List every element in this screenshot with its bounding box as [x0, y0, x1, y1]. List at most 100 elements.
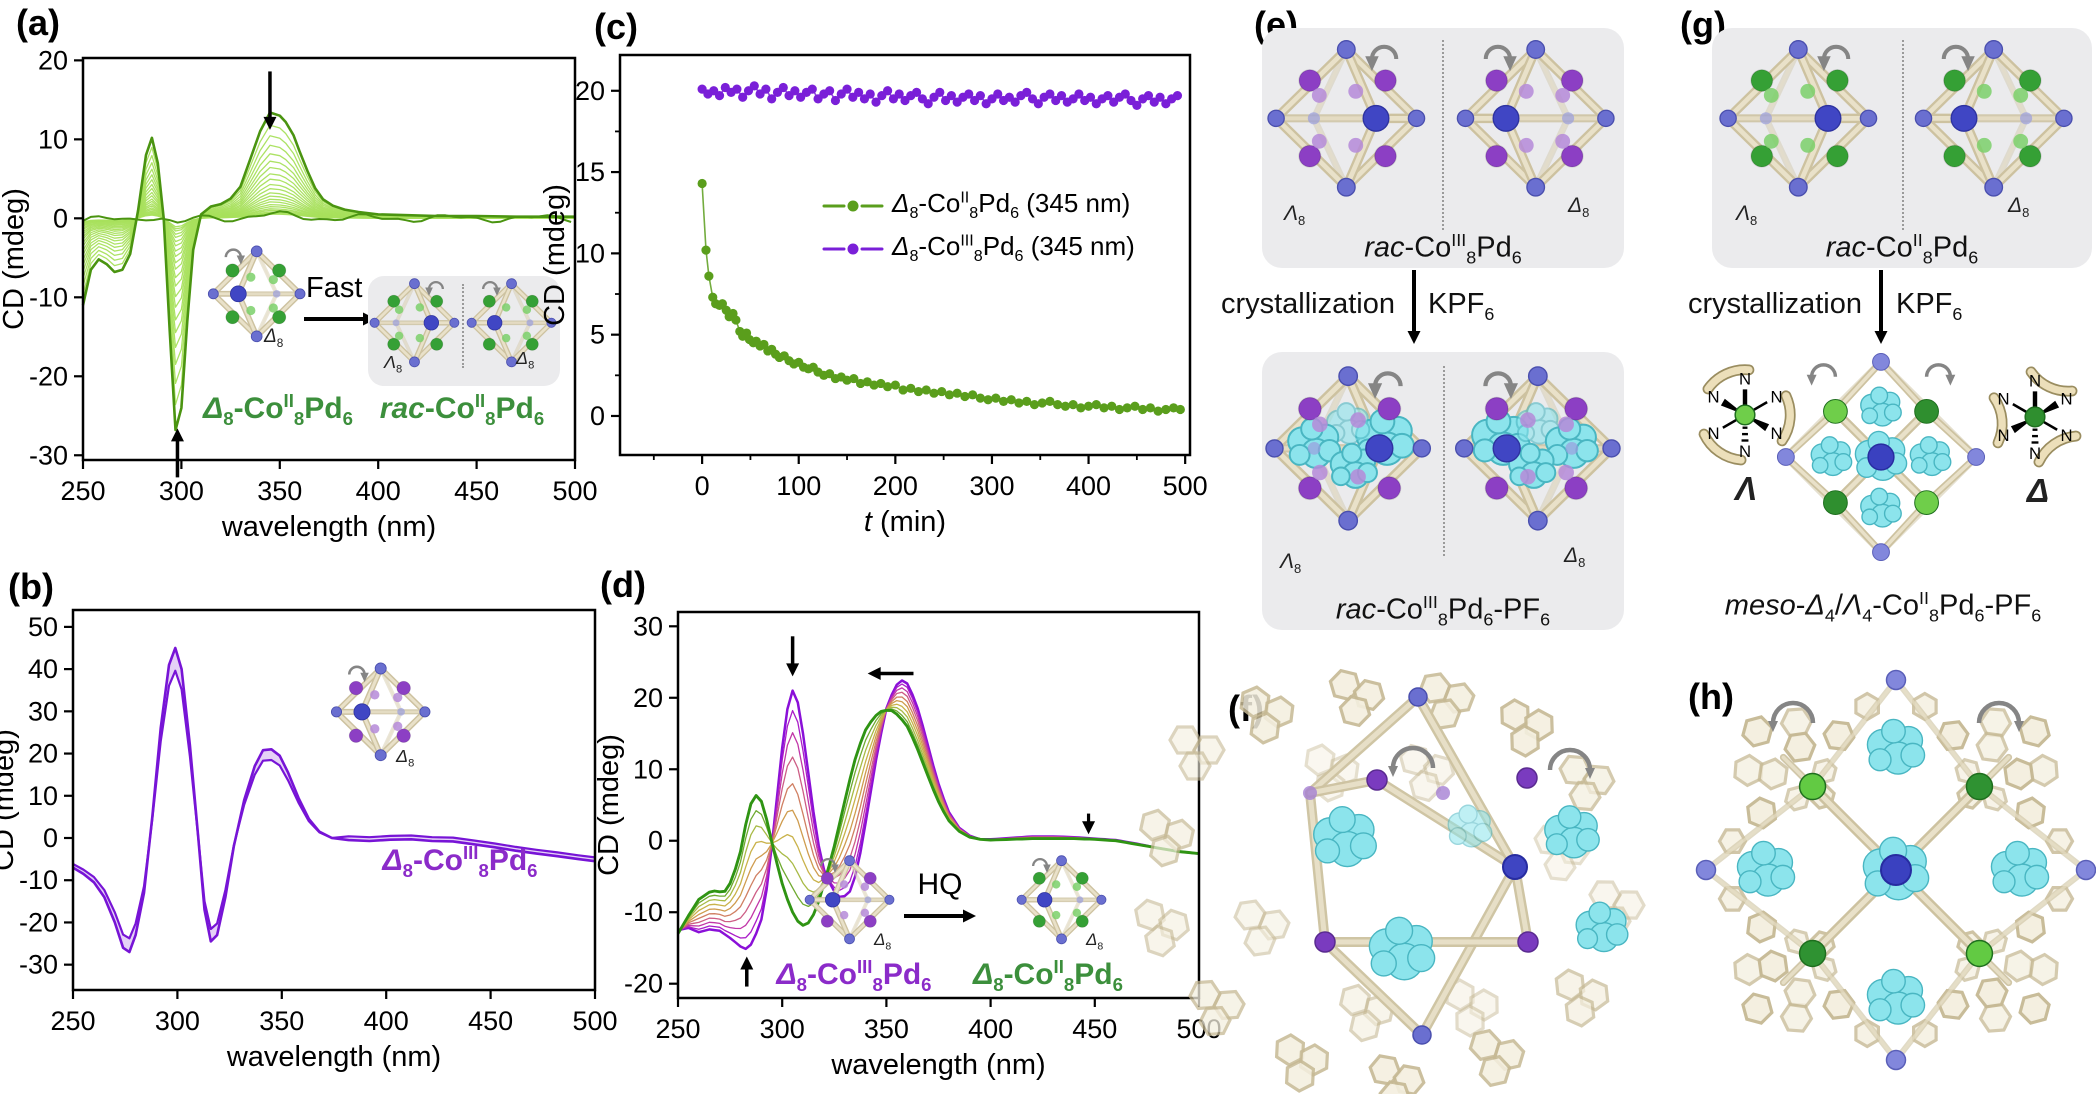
cage-delta8-coii-icon: [1014, 853, 1107, 945]
cage-delta8-coii-icon: [205, 243, 306, 343]
svg-text:0: 0: [53, 203, 68, 233]
chem-label-rac-coii: rac-CoII8Pd6: [379, 390, 545, 429]
svg-text:350: 350: [257, 476, 302, 506]
legend-text-coiii: Δ8-CoIII8Pd6 (345 nm): [892, 231, 1135, 266]
svg-text:450: 450: [454, 476, 499, 506]
pf6-anion-icon: [1810, 436, 1853, 477]
metal-cage-icon: [1016, 855, 1107, 945]
svg-text:300: 300: [969, 471, 1014, 501]
svg-text:-20: -20: [624, 969, 663, 999]
metal-cage-icon: [1267, 40, 1426, 197]
chem-label-d-coiii: Δ8-CoIII8Pd6: [776, 956, 932, 995]
svg-text:500: 500: [552, 476, 597, 506]
svg-text:30: 30: [28, 696, 58, 726]
metal-cage-icon: [330, 662, 431, 762]
pf6-anion-icon: [1860, 386, 1902, 427]
metal-cage-icon: [804, 855, 895, 945]
svg-text:350: 350: [259, 1006, 304, 1036]
cage-a-delta8-tag: Δ8: [264, 326, 284, 350]
panel-h-label: (h): [1688, 676, 1734, 717]
pf6-anion-icon: [1736, 840, 1796, 897]
rotation-arrow-icon: [1365, 44, 1399, 72]
svg-text:wavelength (nm): wavelength (nm): [221, 511, 436, 543]
lambda8-tag: Λ8: [1284, 202, 1306, 229]
svg-text:wavelength (nm): wavelength (nm): [830, 1049, 1045, 1081]
rotation-arrow-icon: [1941, 44, 1975, 72]
rotation-arrow-icon: [1806, 363, 1838, 386]
cage-b-delta8-tag: Δ8: [396, 746, 415, 770]
panel-d-label: (d): [600, 564, 646, 605]
svg-text:N: N: [1770, 388, 1782, 407]
svg-text:0: 0: [648, 826, 663, 856]
chem-label-delta8-coiii: Δ8-CoIII8Pd6: [382, 842, 538, 881]
svg-text:50: 50: [28, 612, 58, 642]
lambda8-tag: Λ8: [384, 352, 403, 376]
svg-text:300: 300: [155, 1006, 200, 1036]
rotation-arrow-icon: [224, 248, 245, 265]
pf6-anion-icon: [1860, 487, 1902, 528]
lambda8-tag: Λ8: [1736, 202, 1758, 229]
rac-coii-box: Λ8 Δ8: [368, 276, 560, 386]
panel-c-label: (c): [594, 6, 638, 47]
svg-text:10: 10: [575, 238, 605, 268]
delta8-tag: Δ8: [1568, 194, 1590, 221]
svg-text:wavelength (nm): wavelength (nm): [226, 1041, 441, 1073]
rotation-arrow-icon: [1032, 857, 1051, 873]
svg-text:20: 20: [575, 76, 605, 106]
svg-text:20: 20: [38, 45, 68, 75]
svg-text:300: 300: [760, 1014, 805, 1044]
rac-coiii-box: Λ8 Δ8 rac-CoIII8Pd6: [1262, 28, 1624, 268]
svg-text:10: 10: [633, 754, 663, 784]
svg-text:300: 300: [159, 476, 204, 506]
svg-text:-10: -10: [624, 897, 663, 927]
crystallization-label: crystallization: [1220, 288, 1395, 320]
cage-d2-delta8-tag: Δ8: [1086, 930, 1104, 953]
svg-text:10: 10: [28, 781, 58, 811]
svg-text:20: 20: [28, 739, 58, 769]
svg-text:30: 30: [633, 611, 663, 641]
cage-lambda8-coii-icon: [1719, 36, 1882, 198]
chem-label-d-coii: Δ8-CoII8Pd6: [973, 956, 1123, 995]
metal-cage-icon: [1454, 366, 1621, 531]
svg-text:N: N: [1770, 424, 1782, 443]
svg-text:N: N: [1997, 390, 2009, 409]
rotation-arrow-icon: [1483, 44, 1517, 72]
chem-label-delta8-coii: Δ8-CoII8Pd6: [203, 390, 353, 429]
cage-delta8-pf6-icon: [1450, 362, 1621, 532]
svg-text:400: 400: [968, 1014, 1013, 1044]
pf6-anion-icon: [1866, 968, 1926, 1025]
lambda-tag: Λ: [1734, 470, 1757, 507]
cage-delta8-coiii-icon: [802, 853, 895, 945]
enantiomer-divider: [1442, 40, 1444, 230]
caption-meso: meso-Δ4/Λ4-CoII8Pd6-PF6: [1724, 588, 2042, 626]
chart-c-kinetics: 0 100 200 300 400 500 0 5 10 15 20 t (min) CD (mdeg): [539, 53, 1208, 538]
delta8-tag: Δ8: [516, 348, 535, 372]
crystallization-label: crystallization: [1687, 288, 1862, 320]
enantiomer-divider: [1443, 366, 1445, 556]
svg-text:250: 250: [50, 1006, 95, 1036]
cage-lambda8-coii-icon: [369, 276, 462, 368]
rotation-arrow-icon: [1924, 363, 1956, 386]
svg-text:CD (mdeg): CD (mdeg): [0, 729, 20, 871]
svg-text:N: N: [1739, 442, 1751, 461]
delta8-tag: Δ8: [2008, 194, 2030, 221]
kpf6-label: KPF6: [1428, 288, 1495, 324]
svg-text:100: 100: [776, 471, 821, 501]
svg-text:200: 200: [873, 471, 918, 501]
rotation-arrow-icon: [482, 280, 501, 296]
cage-delta8-coii-icon: [464, 276, 557, 368]
svg-text:N: N: [2029, 444, 2041, 463]
delta8-tag: Δ8: [1564, 544, 1586, 571]
caption-rac-coiii: rac-CoIII8Pd6: [1364, 230, 1522, 268]
enantiomer-divider: [462, 284, 464, 368]
panel-a-label: (a): [16, 2, 60, 43]
pf6-anion-icon: [1575, 901, 1629, 953]
metal-cage-icon: [369, 278, 460, 368]
svg-text:450: 450: [468, 1006, 513, 1036]
rotation-arrow-icon: [425, 280, 444, 296]
meso-cage-front-icon: [1772, 348, 1990, 566]
